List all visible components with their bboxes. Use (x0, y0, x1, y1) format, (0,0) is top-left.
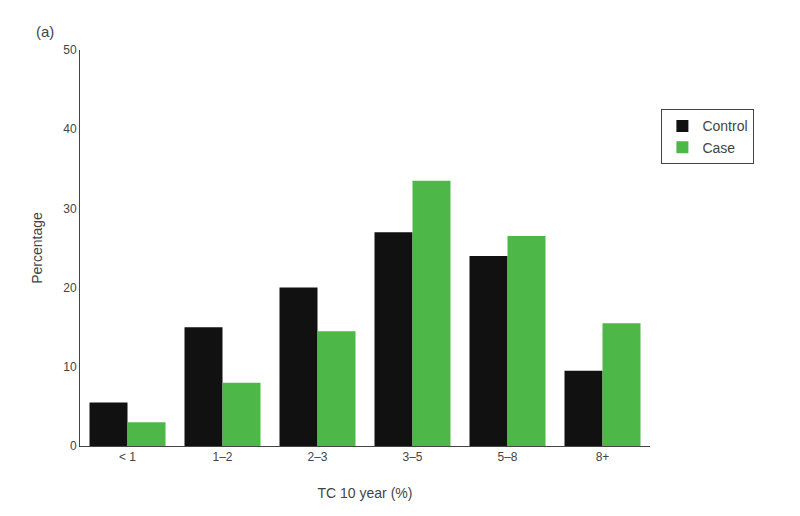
svg-text:0: 0 (70, 439, 77, 453)
svg-text:20: 20 (63, 281, 77, 295)
svg-text:5–8: 5–8 (497, 450, 517, 464)
svg-text:30: 30 (63, 202, 77, 216)
svg-text:50: 50 (63, 43, 77, 57)
svg-text:10: 10 (63, 360, 77, 374)
svg-text:TC 10 year (%): TC 10 year (%) (318, 485, 413, 501)
svg-text:3–5: 3–5 (402, 450, 422, 464)
svg-text:8+: 8+ (596, 450, 610, 464)
svg-text:40: 40 (63, 122, 77, 136)
svg-text:< 1: < 1 (119, 450, 136, 464)
svg-text:Control: Control (702, 118, 747, 134)
svg-text:Percentage: Percentage (29, 212, 45, 284)
svg-text:(a): (a) (36, 23, 54, 40)
svg-text:2–3: 2–3 (307, 450, 327, 464)
svg-text:Case: Case (702, 140, 735, 156)
svg-text:1–2: 1–2 (212, 450, 232, 464)
